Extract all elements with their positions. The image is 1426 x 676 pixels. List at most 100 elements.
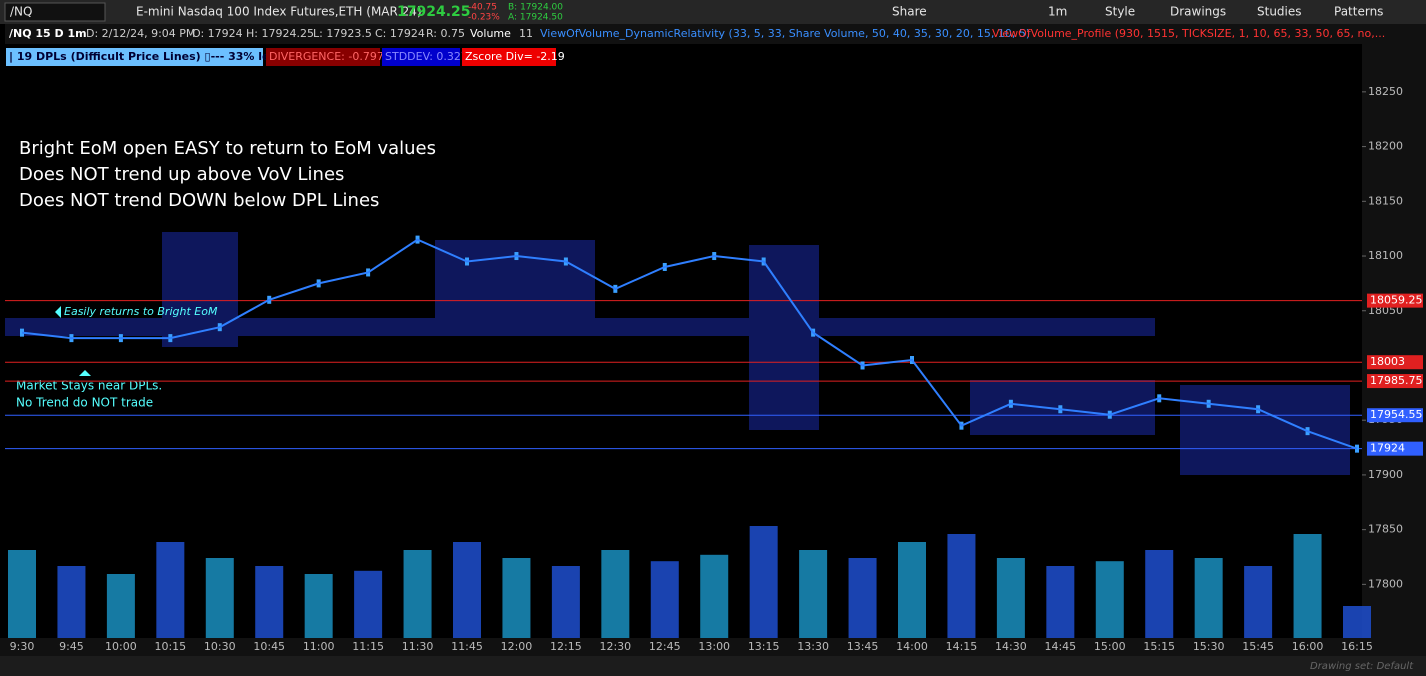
study: ViewOfVolume_DynamicRelativity (33, 5, 3… xyxy=(540,27,1030,40)
label-box xyxy=(266,48,380,66)
label-box xyxy=(6,48,263,66)
y-tick-label: 18200 xyxy=(1368,140,1403,153)
annotation: Easily returns to Bright EoM xyxy=(64,305,218,318)
ask: A: 17924.50 xyxy=(508,13,563,23)
time-axis xyxy=(0,638,1426,656)
label-box xyxy=(382,48,460,66)
profile xyxy=(749,245,819,430)
symbol: /NQ xyxy=(10,5,32,19)
bid: B: 17924.00 xyxy=(508,3,563,13)
change-pct: -0.23% xyxy=(468,13,500,23)
info: 11 xyxy=(519,27,533,40)
note: Does NOT trend up above VoV Lines xyxy=(19,164,344,185)
x-tick-label: 11:30 xyxy=(402,640,434,653)
change: -40.75 xyxy=(468,3,497,13)
info: L: 17923.5 xyxy=(313,27,372,40)
x-tick-label: 12:00 xyxy=(501,640,533,653)
label: Zscore Div= -2.19 xyxy=(465,50,565,63)
note: Bright EoM open EASY to return to EoM va… xyxy=(19,138,436,159)
arrow xyxy=(55,306,61,318)
level-box xyxy=(1367,374,1423,389)
profile xyxy=(970,380,1155,435)
button[interactable]: Drawings xyxy=(1170,5,1226,19)
volume-bar xyxy=(403,550,432,638)
volume-bar xyxy=(601,550,630,638)
annotation: Market Stays near DPLs. xyxy=(16,379,162,393)
label: DIVERGENCE: -0.7978 xyxy=(269,50,391,63)
volume-bar xyxy=(1145,550,1174,638)
footer xyxy=(0,656,1426,676)
volume-bar xyxy=(898,542,926,638)
x-tick-label: 15:00 xyxy=(1094,640,1126,653)
volume-bar xyxy=(156,542,185,638)
volume-bar xyxy=(453,542,481,638)
last: 17924.25 xyxy=(397,4,471,20)
info: Volume xyxy=(470,27,511,40)
volume-bar xyxy=(205,558,234,638)
x-tick-label: 10:30 xyxy=(204,640,236,653)
button[interactable]: Studies xyxy=(1257,5,1302,19)
y-tick-label: 17900 xyxy=(1368,468,1403,481)
drawing-set: Drawing set: Default xyxy=(1310,661,1414,672)
x-tick-label: 12:15 xyxy=(550,640,582,653)
x-tick-label: 12:45 xyxy=(649,640,681,653)
button[interactable]: 1m xyxy=(1048,5,1067,19)
level-label: 18003 xyxy=(1370,355,1405,368)
level-box xyxy=(1367,355,1423,370)
y-tick-label: 18150 xyxy=(1368,194,1403,207)
profile xyxy=(5,318,1155,336)
info: D: 2/12/24, 9:04 PM xyxy=(86,27,195,40)
level-label: 17924 xyxy=(1370,442,1405,455)
x-tick-label: 9:30 xyxy=(10,640,35,653)
volume-bar xyxy=(1095,561,1124,638)
info: H: 17924.25 xyxy=(246,27,314,40)
x-tick-label: 12:30 xyxy=(599,640,631,653)
annotation: No Trend do NOT trade xyxy=(16,396,153,410)
x-tick-label: 14:45 xyxy=(1044,640,1076,653)
volume-bar xyxy=(700,554,729,638)
y-tick-label: 18100 xyxy=(1368,249,1403,262)
button[interactable]: Patterns xyxy=(1334,5,1383,19)
x-tick-label: 13:30 xyxy=(797,640,829,653)
volume-bar xyxy=(1293,534,1322,638)
volume-bar xyxy=(996,558,1025,638)
button[interactable]: Share xyxy=(892,5,927,19)
x-tick-label: 11:15 xyxy=(352,640,384,653)
label-box xyxy=(462,48,556,66)
x-tick-label: 15:15 xyxy=(1143,640,1175,653)
x-tick-label: 13:15 xyxy=(748,640,780,653)
y-tick-label: 17850 xyxy=(1368,523,1403,536)
volume-bar xyxy=(255,566,284,638)
level-box xyxy=(1367,293,1423,308)
toolbar xyxy=(0,0,1426,24)
info: C: 17924 xyxy=(375,27,425,40)
x-tick-label: 13:00 xyxy=(698,640,730,653)
volume-bar xyxy=(947,534,976,638)
volume-bar xyxy=(551,566,580,638)
profile xyxy=(1180,385,1350,475)
volume-bar xyxy=(1194,558,1223,638)
note: Does NOT trend DOWN below DPL Lines xyxy=(19,190,379,211)
volume-bar xyxy=(8,550,36,638)
level-box xyxy=(1367,408,1423,423)
x-tick-label: 10:15 xyxy=(154,640,186,653)
button[interactable]: Style xyxy=(1105,5,1135,19)
volume-bar xyxy=(799,550,828,638)
x-tick-label: 11:00 xyxy=(303,640,335,653)
volume-bar xyxy=(1244,566,1273,638)
x-tick-label: 9:45 xyxy=(59,640,84,653)
y-tick-label: 17800 xyxy=(1368,577,1403,590)
x-tick-label: 10:45 xyxy=(253,640,285,653)
x-tick-label: 15:45 xyxy=(1242,640,1274,653)
x-tick-label: 15:30 xyxy=(1193,640,1225,653)
symbol-box[interactable] xyxy=(4,2,106,22)
level-box xyxy=(1367,441,1423,456)
label: STDDEV: 0.327 xyxy=(385,50,468,63)
level-label: 17954.55 xyxy=(1370,408,1423,421)
x-tick-label: 16:15 xyxy=(1341,640,1373,653)
info: R: 0.75 xyxy=(426,27,465,40)
price-axis xyxy=(1362,24,1426,638)
x-tick-label: 14:30 xyxy=(995,640,1027,653)
x-tick-label: 16:00 xyxy=(1292,640,1324,653)
